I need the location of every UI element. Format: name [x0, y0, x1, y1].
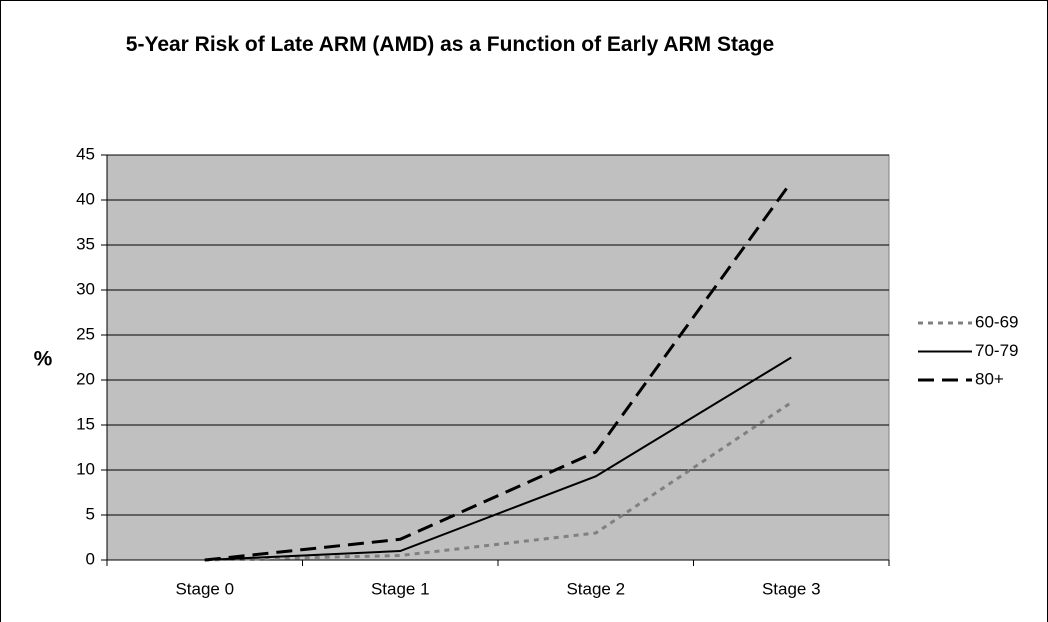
x-tick-label: Stage 2: [566, 579, 625, 598]
y-tick-label: 15: [76, 414, 95, 433]
y-tick-label: 20: [76, 369, 95, 388]
series-line: [204, 401, 793, 562]
plot-area: [106, 154, 890, 561]
y-tick-label: 35: [76, 234, 95, 253]
y-tick-label: 25: [76, 324, 95, 343]
legend-label: 60-69: [975, 312, 1018, 331]
legend-label: 80+: [975, 369, 1004, 388]
y-tick-label: 5: [86, 504, 95, 523]
chart-title: 5-Year Risk of Late ARM (AMD) as a Funct…: [125, 33, 775, 56]
series-line: [204, 356, 792, 561]
legend-label: 70-79: [975, 341, 1018, 360]
y-tick-label: 0: [86, 549, 95, 568]
y-tick-label: 40: [76, 189, 95, 208]
x-tick-label: Stage 3: [762, 579, 821, 598]
y-tick-label: 10: [76, 459, 95, 478]
y-axis-label: %: [34, 348, 53, 371]
y-tick-label: 45: [76, 144, 95, 163]
y-tick-label: 30: [76, 279, 95, 298]
x-tick-label: Stage 1: [371, 579, 430, 598]
x-tick-label: Stage 0: [175, 579, 234, 598]
series-line: [204, 181, 793, 562]
